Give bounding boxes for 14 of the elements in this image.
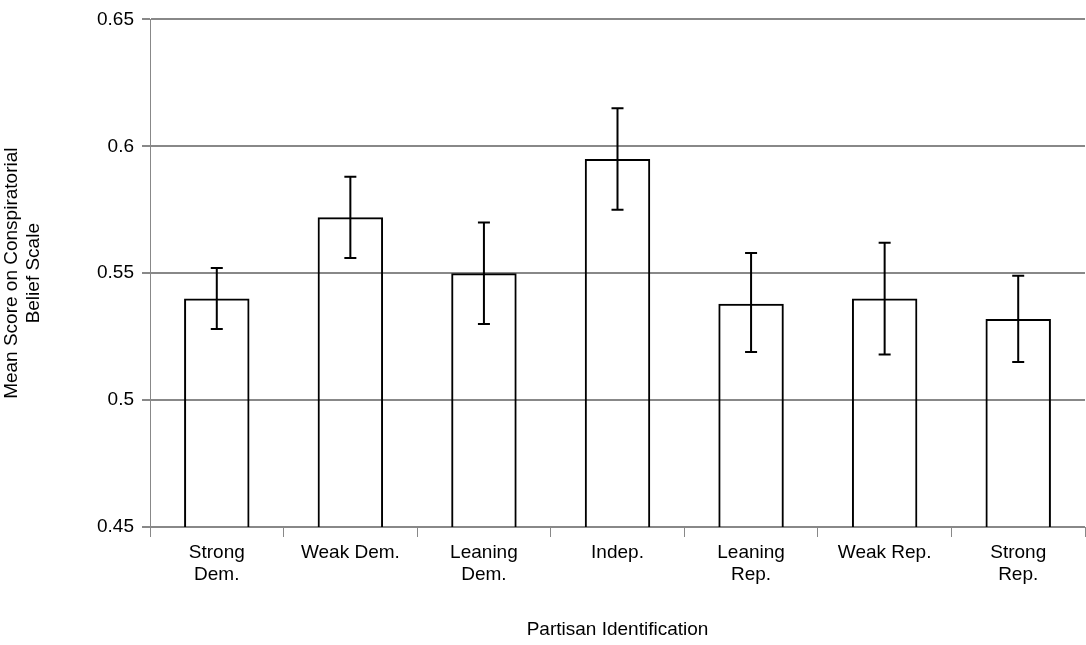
x-tick-label: Strong Dem. [188,540,245,585]
y-axis-title: Mean Score on Conspiratorial Belief Scale [0,147,44,399]
x-tick-label: Leaning Dem. [450,540,518,585]
x-tick-label: Strong Rep. [990,540,1047,585]
y-tick-label: 0.45 [97,515,134,537]
y-tick-label: 0.55 [97,261,134,283]
x-tick-label: Weak Dem. [300,540,400,562]
x-tick-label: Leaning Rep. [717,540,785,585]
y-tick-label: 0.65 [97,7,134,29]
y-tick-label: 0.6 [107,134,134,156]
x-axis-title: Partisan Identification [526,617,709,639]
x-tick-label: Weak Rep. [837,540,932,562]
y-tick-label: 0.5 [107,388,134,410]
x-tick-label: Indep. [591,540,644,562]
